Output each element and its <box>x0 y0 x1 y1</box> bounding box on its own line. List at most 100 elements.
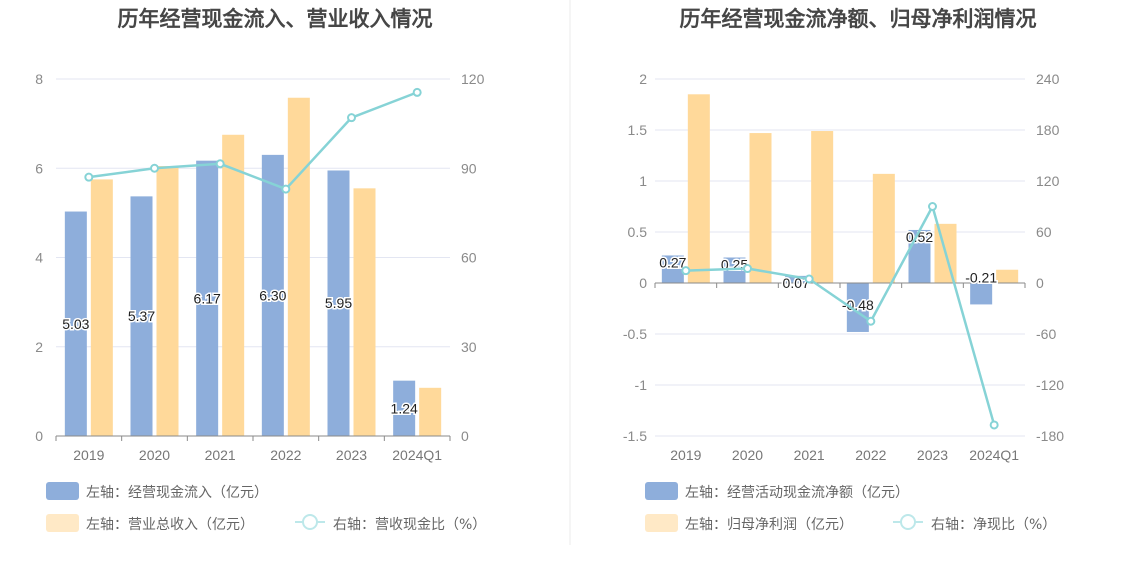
bar-series-1 <box>261 154 284 437</box>
y-left-tick-label: 2 <box>639 71 647 87</box>
chart-title: 历年经营现金流净额、归母净利润情况 <box>680 7 1037 31</box>
chart-title: 历年经营现金流入、营业收入情况 <box>118 7 433 31</box>
legend-swatch <box>46 482 79 500</box>
y-left-tick-label: -1 <box>635 377 648 393</box>
x-category-label: 2024Q1 <box>392 447 442 463</box>
y-right-tick-label: -60 <box>1036 326 1056 342</box>
x-category-label: 2024Q1 <box>969 447 1019 463</box>
data-label: 6.17 <box>194 290 221 306</box>
y-left-tick-label: 1.5 <box>628 122 648 138</box>
legend-label: 左轴：经营现金流入（亿元） <box>86 485 268 501</box>
legend-label: 左轴：归母净利润（亿元） <box>685 516 853 533</box>
data-label: 6.30 <box>259 287 286 303</box>
data-label: 0.27 <box>659 254 686 270</box>
data-label: 5.03 <box>62 316 89 332</box>
y-left-tick-label: -0.5 <box>623 326 647 342</box>
x-category-label: 2022 <box>270 447 301 463</box>
data-label: 5.95 <box>325 295 352 311</box>
y-right-tick-label: 90 <box>461 160 477 176</box>
line-point <box>866 316 876 326</box>
x-category-label: 2021 <box>794 447 825 463</box>
line-point <box>412 87 422 97</box>
y-right-tick-label: -180 <box>1036 428 1064 444</box>
line-point <box>928 202 937 211</box>
line-point <box>281 184 291 194</box>
y-left-tick-label: -1.5 <box>623 428 647 444</box>
line-point <box>215 159 225 169</box>
bar-series-2 <box>222 134 245 436</box>
line-series <box>88 91 418 191</box>
bar-series-1 <box>723 257 746 283</box>
bar-series-1 <box>846 283 869 332</box>
legend-line-marker <box>302 514 318 530</box>
x-category-label: 2020 <box>732 447 763 463</box>
bar-series-1 <box>970 283 993 305</box>
x-category-label: 2019 <box>670 447 701 463</box>
bar-series-1 <box>196 160 219 436</box>
bar-series-2 <box>872 173 895 283</box>
bar-series-2 <box>156 166 179 437</box>
line-point <box>681 266 691 276</box>
y-right-tick-label: 30 <box>461 339 477 355</box>
bar-series-2 <box>353 188 376 436</box>
line-point <box>84 172 94 182</box>
x-category-label: 2022 <box>855 447 886 463</box>
legend-swatch <box>46 514 79 532</box>
y-left-tick-label: 4 <box>35 250 43 266</box>
y-right-tick-label: 240 <box>1036 71 1060 87</box>
line-point <box>804 274 814 284</box>
data-label: -0.48 <box>842 297 874 313</box>
bar-series-1 <box>785 275 808 283</box>
y-right-tick-label: 120 <box>461 71 485 87</box>
bar-series-1 <box>393 380 416 436</box>
y-right-tick-label: 180 <box>1036 122 1060 138</box>
y-right-tick-label: 0 <box>1036 275 1044 291</box>
legend-label: 右轴：净现比（%） <box>931 517 1056 533</box>
y-right-tick-label: 0 <box>461 428 469 444</box>
bar-series-1 <box>327 170 350 436</box>
y-left-tick-label: 0.5 <box>628 224 648 240</box>
line-point <box>743 264 752 274</box>
y-left-tick-label: 0 <box>35 428 43 444</box>
y-left-tick-label: 2 <box>35 339 43 355</box>
x-category-label: 2023 <box>917 447 948 463</box>
data-label: 5.37 <box>128 308 155 324</box>
chart-net-cashflow-profit: 历年经营现金流净额、归母净利润情况 -1.5 -1 -0.5 0 0.5 1 1.5 2 -180… <box>623 7 1064 533</box>
x-category-label: 2019 <box>73 447 104 463</box>
legend-label: 左轴：营业总收入（亿元） <box>86 517 254 533</box>
bar-series-2 <box>287 97 310 437</box>
y-left-tick-label: 8 <box>35 71 43 87</box>
y-right-tick-label: -120 <box>1036 377 1064 393</box>
data-label: -0.21 <box>965 269 997 285</box>
bar-series-2 <box>996 269 1019 283</box>
line-series <box>685 203 996 426</box>
bar-series-2 <box>90 179 113 436</box>
legend-label: 右轴：营收现金比（%） <box>333 517 486 533</box>
bar-series-2 <box>749 133 772 283</box>
y-right-tick-label: 60 <box>1036 224 1052 240</box>
bar-series-1 <box>130 196 153 436</box>
chart-cash-inflow-revenue: 历年经营现金流入、营业收入情况 0 2 4 6 8 0 30 60 90 120 2019 2020 20… <box>35 7 486 533</box>
bar-series-1 <box>64 211 87 436</box>
y-left-tick-label: 1 <box>639 173 647 189</box>
x-category-label: 2023 <box>336 447 367 463</box>
x-category-label: 2021 <box>205 447 236 463</box>
y-right-tick-label: 120 <box>1036 173 1060 189</box>
bar-series-2 <box>811 131 834 283</box>
legend-line-marker <box>900 514 916 530</box>
y-left-tick-label: 6 <box>35 160 43 176</box>
legend-label: 左轴：经营活动现金流净额（亿元） <box>685 485 909 501</box>
y-right-tick-label: 60 <box>461 250 477 266</box>
legend-swatch <box>645 514 678 532</box>
bar-series-2 <box>687 94 710 283</box>
line-point <box>347 113 356 123</box>
legend-swatch <box>645 482 678 500</box>
y-left-tick-label: 0 <box>639 275 647 291</box>
bar-series-2 <box>419 387 442 436</box>
line-point <box>150 163 159 173</box>
data-label: 1.24 <box>391 400 418 416</box>
bar-series-1 <box>661 255 684 283</box>
x-category-label: 2020 <box>139 447 170 463</box>
